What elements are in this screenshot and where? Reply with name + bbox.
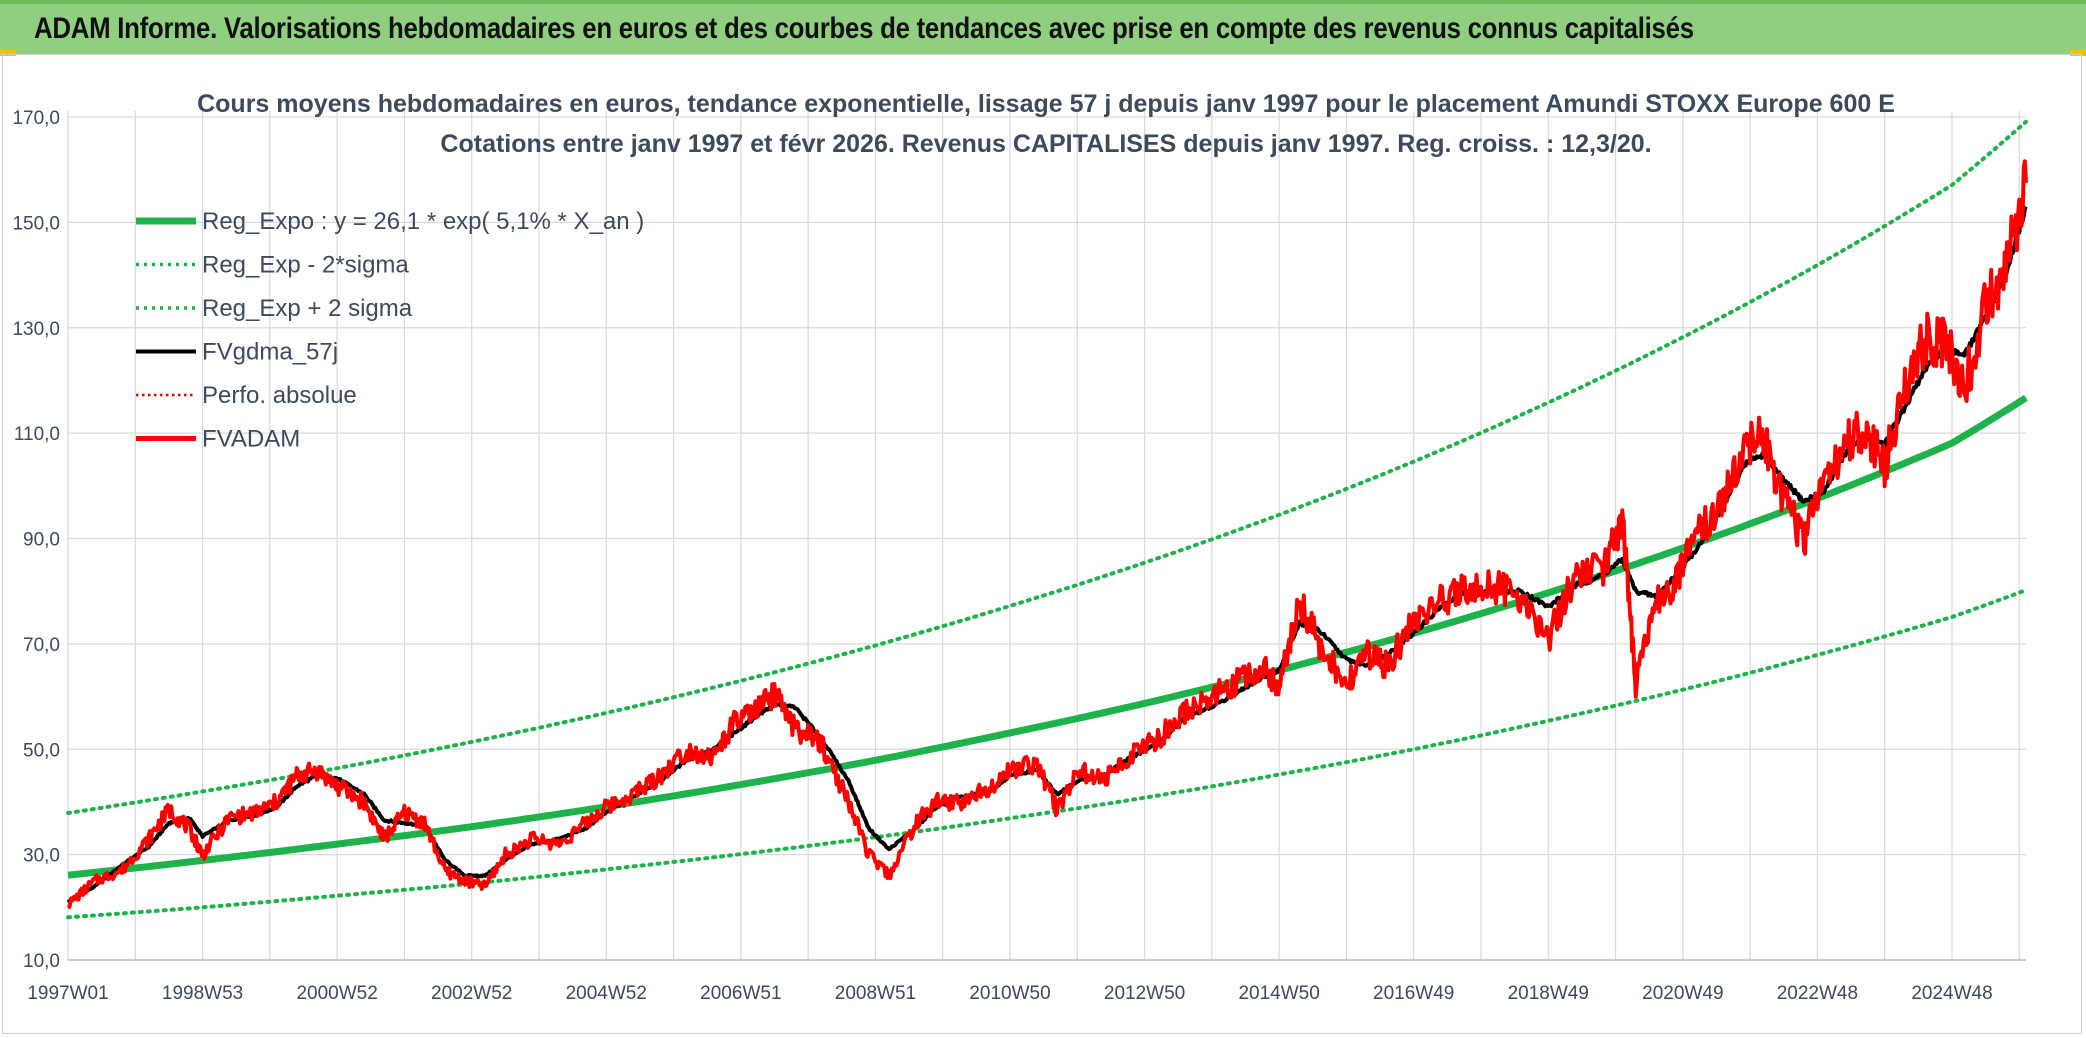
series-reg-expo: [67, 394, 2028, 879]
series-fvadam: [66, 159, 2028, 910]
x-tick-label: 2008W51: [835, 983, 916, 1004]
x-tick-label: 2014W50: [1238, 983, 1319, 1004]
y-tick-label: 110,0: [14, 424, 60, 445]
y-tick-label: 130,0: [12, 319, 60, 340]
x-tick-label: 2018W49: [1508, 983, 1589, 1004]
x-tick-label: 2022W48: [1777, 983, 1858, 1004]
y-tick-label: 30,0: [23, 846, 60, 867]
header-title: ADAM Informe. Valorisations hebdomadaire…: [34, 12, 1694, 45]
x-tick-label: 2006W51: [700, 983, 781, 1004]
series-reg-exp-plus-2sigma: [66, 119, 2028, 815]
y-tick-label: 170,0: [12, 108, 60, 129]
legend-label: FVgdma_57j: [202, 339, 338, 366]
x-tick-label: 2010W50: [969, 983, 1050, 1004]
chart-title-line2: Cotations entre janv 1997 et févr 2026. …: [440, 130, 1651, 158]
x-tick-label: 2024W48: [1911, 983, 1992, 1004]
legend-label: Reg_Expo : y = 26,1 * exp( 5,1% * X_an ): [202, 208, 644, 235]
grid-layer: 10,0 30,0 50,0 70,0 90,0 110,0 130,0 150,0 170,0…: [12, 108, 2026, 1004]
x-tick-label: 2012W50: [1104, 983, 1185, 1004]
legend-label: Reg_Exp + 2 sigma: [202, 295, 413, 322]
x-tick-label: 1998W53: [162, 983, 243, 1004]
y-tick-label: 50,0: [23, 740, 60, 761]
x-tick-label: 1997W01: [27, 983, 108, 1004]
corner-marker-left: [0, 50, 16, 56]
series-layer: [66, 119, 2028, 920]
y-tick-label: 70,0: [23, 635, 60, 656]
chart-frame: [2, 54, 2082, 1034]
x-tick-label: 2000W52: [296, 983, 377, 1004]
legend-label: FVADAM: [202, 426, 300, 453]
header-bar: ADAM Informe. Valorisations hebdomadaire…: [0, 0, 2086, 54]
chart-title-line1: Cours moyens hebdomadaires en euros, ten…: [197, 90, 1895, 118]
legend: Reg_Expo : y = 26,1 * exp( 5,1% * X_an )…: [136, 208, 644, 453]
legend-label: Reg_Exp - 2*sigma: [202, 252, 409, 279]
x-tick-label: 2004W52: [566, 983, 647, 1004]
x-tick-label: 2016W49: [1373, 983, 1454, 1004]
legend-label: Perfo. absolue: [202, 382, 357, 409]
series-reg-exp-minus-2sigma: [66, 588, 2028, 920]
x-tick-label: 2002W52: [431, 983, 512, 1004]
corner-marker-right: [2070, 50, 2086, 56]
y-tick-label: 150,0: [12, 213, 60, 234]
x-tick-label: 2020W49: [1642, 983, 1723, 1004]
y-tick-label: 10,0: [23, 951, 60, 972]
y-tick-label: 90,0: [23, 530, 60, 551]
